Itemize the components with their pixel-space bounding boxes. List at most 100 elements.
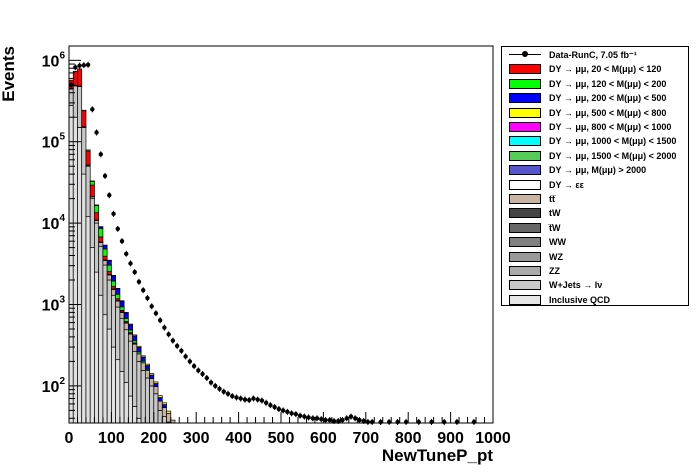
stack-bar-dy_120_200-11 bbox=[115, 293, 121, 300]
stack-bar-ttbar-13 bbox=[123, 322, 129, 331]
stack-bar-ttbar-15 bbox=[132, 343, 138, 352]
stack-bar-wjets-1 bbox=[72, 85, 78, 118]
legend-entry-9: DY → εε bbox=[502, 178, 688, 192]
y-axis-ticks: 102 103 104 105 106 bbox=[42, 50, 81, 419]
stack-bar-wjets-22 bbox=[161, 416, 167, 424]
stack-bar-dy_200_500-6 bbox=[94, 204, 100, 206]
legend-label-13: WW bbox=[549, 237, 566, 248]
data-point-42 bbox=[247, 397, 252, 403]
stack-bar-dy_200_500-16 bbox=[136, 347, 142, 353]
data-point-12 bbox=[119, 238, 125, 244]
data-point-28 bbox=[187, 359, 193, 364]
legend-swatch-8 bbox=[509, 165, 541, 176]
y-axis-title: Events bbox=[0, 46, 18, 102]
legend-label-10: tt̅ bbox=[549, 194, 555, 204]
stack-bar-wjets-15 bbox=[132, 350, 138, 407]
legend-entry-13: WW bbox=[502, 235, 688, 249]
legend-entry-8: DY → μμ, M(μμ) > 2000 bbox=[502, 163, 688, 177]
stack-bar-wjets-11 bbox=[115, 306, 121, 361]
x-tick-label-8: 800 bbox=[395, 430, 422, 447]
stack-bar-dy_200_500-18 bbox=[144, 365, 150, 370]
data-point-46 bbox=[263, 400, 269, 405]
data-point-58 bbox=[314, 416, 320, 421]
legend-label-7: DY → μμ, 1500 < M(μμ) < 2000 bbox=[549, 150, 677, 161]
data-point-22 bbox=[162, 325, 167, 330]
data-point-15 bbox=[132, 269, 137, 275]
stack-bar-dy_200_500-20 bbox=[153, 383, 159, 387]
data-point-29 bbox=[191, 363, 197, 369]
data-point-35 bbox=[217, 386, 222, 392]
legend-swatch-11 bbox=[509, 208, 541, 219]
data-point-36 bbox=[221, 389, 226, 394]
data-point-63 bbox=[336, 418, 341, 424]
legend-label-1: DY → μμ, 20 < M(μμ) < 120 bbox=[549, 64, 662, 75]
legend-label-17: Inclusive QCD bbox=[549, 294, 611, 305]
stack-bar-wjets-14 bbox=[128, 340, 133, 397]
legend-label-15: ZZ bbox=[549, 266, 560, 276]
stack-bar-ttbar-14 bbox=[128, 333, 133, 342]
stack-bar-ttbar-18 bbox=[144, 370, 150, 379]
data-point-23 bbox=[166, 332, 171, 337]
data-point-44 bbox=[255, 397, 260, 402]
stacked-histogram bbox=[68, 68, 176, 424]
stack-bar-dy_200_500-22 bbox=[161, 404, 167, 409]
stack-bar-wjets-12 bbox=[119, 318, 125, 372]
data-point-78 bbox=[442, 419, 447, 425]
stack-bar-dy_120_200-9 bbox=[106, 264, 112, 272]
data-point-7 bbox=[98, 152, 104, 157]
stack-bar-wjets-21 bbox=[157, 410, 163, 424]
stack-bar-ttbar-19 bbox=[149, 378, 155, 387]
data-point-57 bbox=[310, 416, 315, 421]
legend-swatch-3 bbox=[509, 93, 541, 104]
legend-entry-6: DY → μμ, 1000 < M(μμ) < 1500 bbox=[502, 134, 688, 148]
data-point-70 bbox=[365, 419, 371, 425]
legend-swatch-1 bbox=[509, 64, 541, 75]
data-point-25 bbox=[174, 343, 180, 349]
stack-bar-dy_20_120-6 bbox=[94, 212, 100, 221]
data-point-26 bbox=[179, 348, 184, 353]
y-tick-label-3: 105 bbox=[42, 132, 66, 152]
stack-bar-qcd-16 bbox=[136, 417, 142, 424]
legend-marker-dot bbox=[522, 51, 528, 57]
stack-bar-ttbar-16 bbox=[136, 353, 142, 362]
data-point-64 bbox=[340, 417, 345, 423]
legend-label-14: WZ bbox=[549, 251, 563, 262]
stack-bar-dy_120_200-14 bbox=[128, 329, 133, 334]
stack-bar-dy_120_200-7 bbox=[98, 228, 104, 238]
stack-bar-ttbar-8 bbox=[102, 260, 108, 266]
legend-swatch-13 bbox=[509, 237, 541, 248]
stack-bar-dy_200_500-5 bbox=[89, 180, 95, 182]
data-point-55 bbox=[302, 414, 307, 419]
data-point-8 bbox=[102, 173, 108, 179]
stack-bar-ttbar-21 bbox=[157, 400, 163, 411]
stack-bar-ttbar-12 bbox=[119, 312, 125, 320]
stack-bar-qcd-14 bbox=[128, 395, 133, 424]
data-point-54 bbox=[297, 413, 303, 418]
legend-entry-10: tt̅ bbox=[502, 192, 688, 206]
data-point-71 bbox=[369, 419, 375, 425]
stack-bar-qcd-15 bbox=[132, 406, 138, 424]
stack-bar-dy_200_500-8 bbox=[102, 244, 108, 250]
data-point-77 bbox=[429, 419, 434, 425]
legend-label-12: t̅W bbox=[549, 222, 561, 233]
data-point-32 bbox=[204, 375, 209, 381]
data-point-30 bbox=[196, 368, 201, 373]
stack-bar-dy_500_800-13 bbox=[123, 312, 129, 314]
stack-bar-qcd-11 bbox=[115, 359, 121, 424]
stack-bar-qcd-3 bbox=[81, 173, 87, 424]
legend-swatch-12 bbox=[509, 222, 541, 233]
data-point-24 bbox=[170, 338, 176, 343]
stack-bar-dy_120_200-4 bbox=[85, 149, 91, 152]
stack-bar-dy_200_500-10 bbox=[111, 275, 116, 282]
stack-bar-wjets-7 bbox=[98, 245, 104, 296]
stack-bar-ttbar-22 bbox=[161, 407, 167, 417]
stack-bar-ttbar-7 bbox=[98, 242, 104, 247]
data-point-2 bbox=[77, 63, 82, 68]
data-point-75 bbox=[403, 419, 409, 425]
stack-bar-wjets-4 bbox=[85, 165, 91, 218]
stack-bar-dy_500_800-22 bbox=[161, 402, 167, 405]
data-point-59 bbox=[319, 416, 324, 422]
data-point-1 bbox=[73, 65, 78, 70]
stack-bar-wjets-20 bbox=[153, 393, 159, 424]
data-point-72 bbox=[378, 419, 383, 425]
